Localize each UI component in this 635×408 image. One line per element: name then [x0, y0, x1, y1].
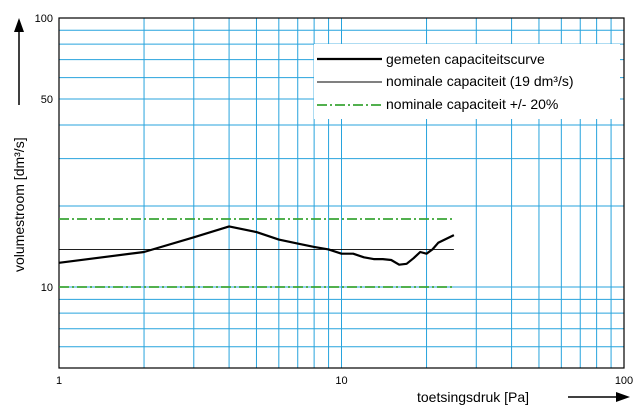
legend-background [314, 44, 620, 119]
y-tick-label: 100 [35, 13, 53, 25]
legend: gemeten capaciteitscurve nominale capaci… [314, 44, 620, 119]
y-tick-label: 50 [41, 94, 53, 106]
plot-frame [58, 17, 625, 369]
y-axis-title: volumestroom [dm³/s] [11, 137, 27, 272]
legend-label-measured: gemeten capaciteitscurve [386, 51, 545, 67]
y-axis-label: volumestroom [dm³/s] [11, 137, 27, 272]
legend-label-tolerance: nominale capaciteit +/- 20% [386, 96, 558, 112]
x-tick-label: 100 [615, 375, 633, 387]
legend-label-nominal: nominale capaciteit (19 dm³/s) [386, 73, 574, 89]
x-axis-label: toetsingsdruk [Pa] [417, 389, 529, 405]
y-tick-label: 10 [41, 282, 53, 294]
x-axis-arrow [568, 392, 630, 402]
series-lines [58, 218, 455, 288]
tick-labels: 1 10 100 10 50 100 [35, 13, 634, 387]
series-line-0 [58, 225, 455, 266]
y-axis-arrow [14, 18, 24, 105]
x-tick-label: 1 [56, 375, 62, 387]
x-tick-label: 10 [335, 375, 347, 387]
